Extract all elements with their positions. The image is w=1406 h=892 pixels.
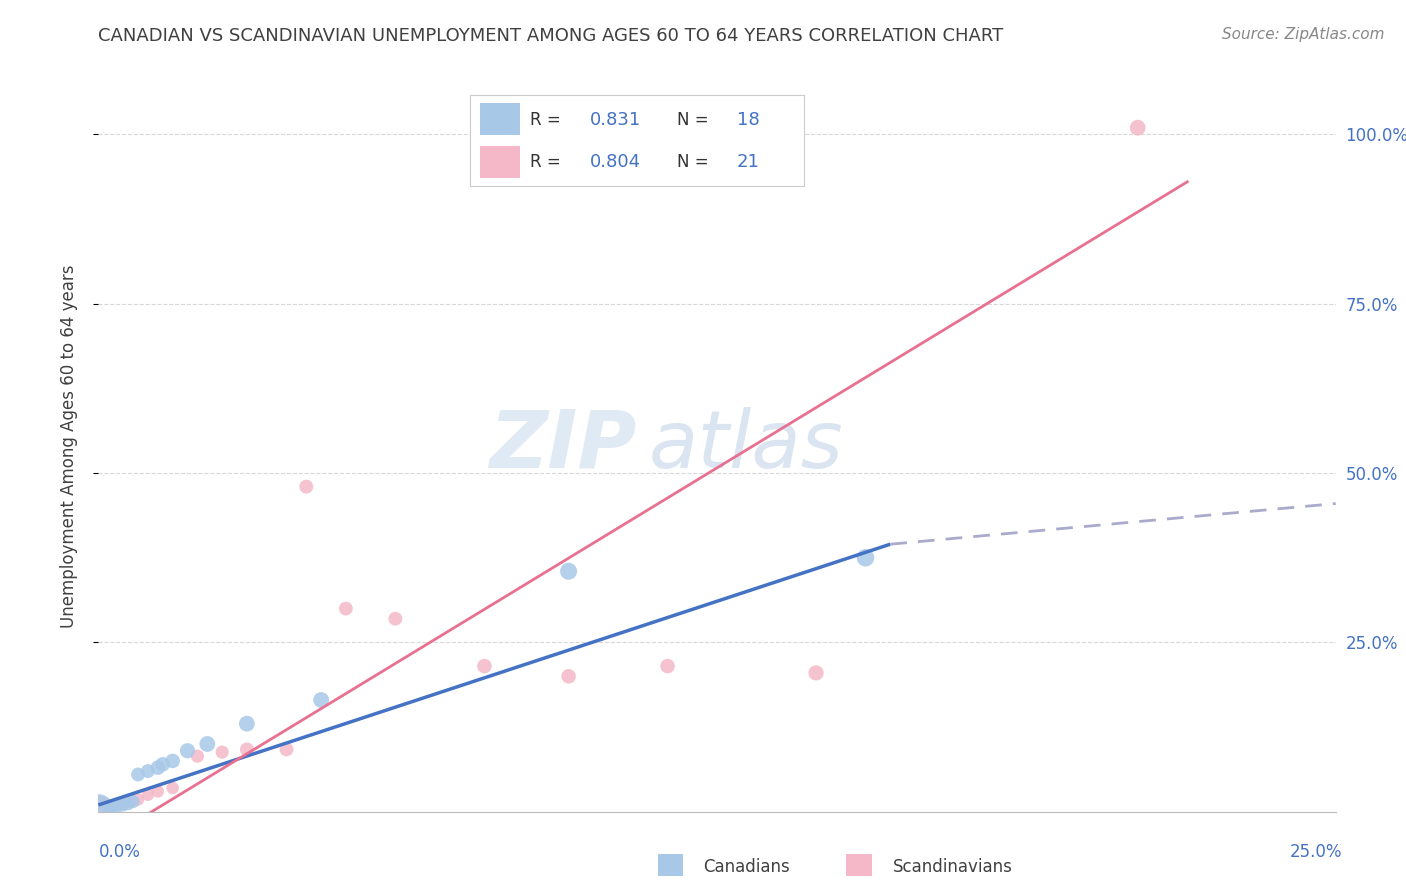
Point xyxy=(295,480,318,494)
Text: atlas: atlas xyxy=(650,407,844,485)
Text: N =: N = xyxy=(676,153,714,170)
Text: 0.804: 0.804 xyxy=(591,153,641,170)
Text: 0.831: 0.831 xyxy=(591,111,641,128)
Point xyxy=(211,745,233,759)
Point xyxy=(195,737,218,751)
Point xyxy=(87,801,110,815)
Point xyxy=(117,797,139,811)
Point xyxy=(657,659,679,673)
Point xyxy=(276,742,298,756)
Y-axis label: Unemployment Among Ages 60 to 64 years: Unemployment Among Ages 60 to 64 years xyxy=(59,264,77,628)
Text: Scandinavians: Scandinavians xyxy=(893,858,1012,876)
Point xyxy=(122,795,145,809)
Point xyxy=(127,792,149,806)
Point xyxy=(557,564,579,578)
Point xyxy=(103,797,125,812)
Point xyxy=(162,754,184,768)
Point xyxy=(97,799,120,814)
Point xyxy=(112,797,135,811)
Point xyxy=(804,665,827,680)
Text: N =: N = xyxy=(676,111,714,128)
Point xyxy=(112,797,135,812)
Point xyxy=(117,795,139,809)
Text: CANADIAN VS SCANDINAVIAN UNEMPLOYMENT AMONG AGES 60 TO 64 YEARS CORRELATION CHAR: CANADIAN VS SCANDINAVIAN UNEMPLOYMENT AM… xyxy=(98,27,1004,45)
Text: 0.0%: 0.0% xyxy=(98,843,141,861)
Point xyxy=(557,669,579,683)
Text: ZIP: ZIP xyxy=(489,407,637,485)
Point xyxy=(186,749,208,764)
Point xyxy=(384,612,406,626)
FancyBboxPatch shape xyxy=(479,103,520,136)
FancyBboxPatch shape xyxy=(479,146,520,178)
Point xyxy=(136,788,159,802)
Point xyxy=(146,784,169,798)
Point xyxy=(146,761,169,775)
Point xyxy=(335,601,357,615)
Text: 18: 18 xyxy=(737,111,759,128)
Point xyxy=(107,799,129,814)
Text: Source: ZipAtlas.com: Source: ZipAtlas.com xyxy=(1222,27,1385,42)
Text: Canadians: Canadians xyxy=(703,858,790,876)
Point xyxy=(136,764,159,778)
Point xyxy=(855,550,877,565)
Point xyxy=(103,800,125,814)
Point xyxy=(162,780,184,795)
Point xyxy=(152,757,174,772)
Point xyxy=(474,659,496,673)
Point xyxy=(236,716,259,731)
Text: 21: 21 xyxy=(737,153,759,170)
Point xyxy=(1126,120,1149,135)
Point xyxy=(309,693,332,707)
Text: 25.0%: 25.0% xyxy=(1291,843,1343,861)
Point xyxy=(87,803,110,817)
Point xyxy=(97,801,120,815)
Text: R =: R = xyxy=(530,153,565,170)
Text: R =: R = xyxy=(530,111,565,128)
Point xyxy=(176,744,198,758)
Point xyxy=(127,767,149,781)
Point xyxy=(236,742,259,756)
